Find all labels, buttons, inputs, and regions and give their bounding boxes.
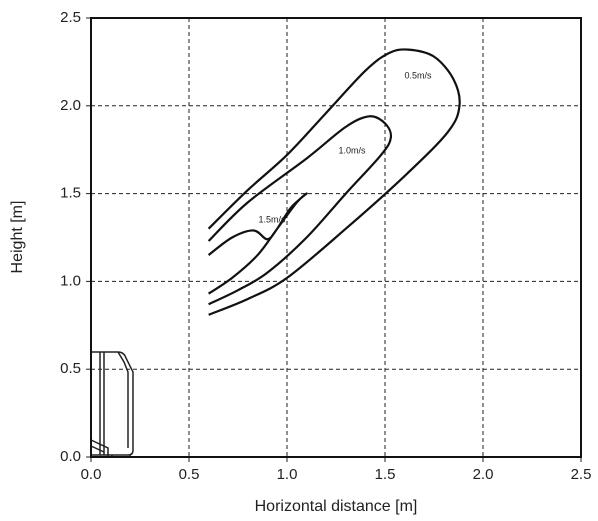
x-tick-label: 1.5 (375, 466, 396, 483)
contour-line (207, 192, 308, 295)
y-tick-label: 1.5 (60, 185, 81, 202)
x-tick-label: 2.0 (473, 466, 494, 483)
plot-frame (90, 17, 582, 458)
y-tick-label: 0.0 (60, 448, 81, 465)
y-tick-label: 0.5 (60, 360, 81, 377)
contour-label: 1.5m/s (258, 214, 286, 224)
y-tick-label: 2.5 (60, 9, 81, 26)
contour-label: 1.0m/s (338, 145, 366, 155)
contour-line (207, 48, 461, 316)
contour-line (207, 115, 393, 306)
x-tick-label: 1.0 (277, 466, 298, 483)
y-tick-label: 2.0 (60, 97, 81, 114)
unit-icon (90, 351, 134, 458)
y-tick-label: 1.0 (60, 272, 81, 289)
contour-label: 0.5m/s (404, 70, 432, 80)
x-tick-label: 0.5 (179, 466, 200, 483)
x-tick-label: 2.5 (571, 466, 592, 483)
x-tick-label: 0.0 (81, 466, 102, 483)
y-axis-title: Height [m] (9, 201, 26, 274)
x-axis-title: Horizontal distance [m] (255, 498, 418, 515)
